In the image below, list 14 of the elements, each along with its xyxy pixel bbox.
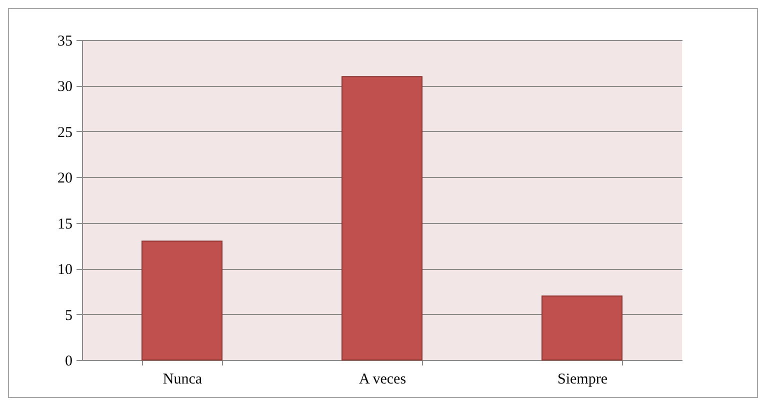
- y-tick-label: 30: [58, 79, 72, 96]
- y-tick-label: 25: [58, 124, 72, 141]
- bar: [542, 296, 622, 360]
- x-tick-label: Nunca: [162, 372, 202, 388]
- y-tick-label: 10: [58, 262, 72, 278]
- y-tick-label: 5: [65, 308, 72, 324]
- y-tick-label: 0: [65, 354, 72, 370]
- y-tick-label: 20: [58, 170, 72, 187]
- bar: [342, 76, 422, 360]
- x-tick-label: A veces: [358, 372, 406, 388]
- bar: [142, 240, 222, 360]
- y-tick-label: 15: [58, 216, 72, 232]
- x-tick-label: Siempre: [558, 372, 608, 388]
- y-tick-label: 35: [58, 34, 72, 50]
